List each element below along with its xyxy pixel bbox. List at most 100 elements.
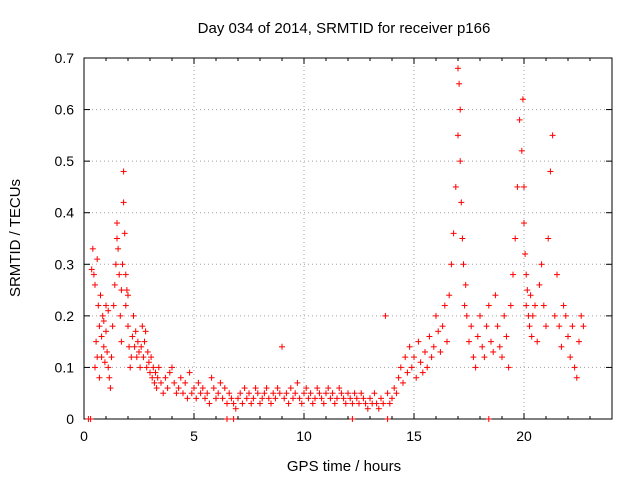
data-point bbox=[175, 385, 182, 392]
data-point bbox=[166, 369, 173, 376]
data-point bbox=[522, 250, 529, 257]
data-point bbox=[316, 390, 323, 397]
data-point bbox=[519, 96, 526, 103]
x-tick-label: 15 bbox=[406, 428, 422, 444]
data-point bbox=[155, 364, 162, 371]
data-point bbox=[569, 323, 576, 330]
grid-lines bbox=[84, 58, 612, 419]
data-point bbox=[305, 395, 312, 402]
data-point bbox=[279, 343, 285, 350]
data-point bbox=[110, 302, 117, 309]
y-axis-title: SRMTID / TECUs bbox=[7, 179, 24, 297]
data-point bbox=[457, 158, 464, 165]
data-point bbox=[239, 400, 246, 407]
data-point bbox=[340, 395, 347, 402]
data-point bbox=[96, 323, 103, 330]
data-point bbox=[325, 385, 332, 392]
data-point bbox=[303, 385, 310, 392]
data-point bbox=[89, 245, 96, 252]
data-point bbox=[149, 374, 156, 381]
x-tick-label: 10 bbox=[296, 428, 312, 444]
data-point bbox=[468, 323, 475, 330]
y-tick-label: 0 bbox=[66, 411, 74, 427]
plot-frame bbox=[83, 57, 613, 420]
data-point bbox=[259, 395, 266, 402]
data-point bbox=[281, 395, 288, 402]
data-point bbox=[358, 390, 365, 397]
data-point bbox=[479, 343, 486, 350]
data-point bbox=[141, 338, 148, 345]
data-point bbox=[276, 390, 283, 397]
data-point bbox=[488, 338, 494, 345]
data-point bbox=[182, 379, 189, 386]
data-point bbox=[129, 333, 136, 340]
data-point bbox=[252, 385, 259, 392]
data-point bbox=[204, 390, 211, 397]
data-point bbox=[285, 400, 292, 407]
data-point bbox=[232, 405, 239, 412]
data-point bbox=[202, 395, 208, 402]
data-point bbox=[184, 395, 191, 402]
data-point bbox=[133, 354, 140, 361]
data-point bbox=[455, 132, 461, 139]
data-point bbox=[567, 354, 574, 361]
data-point bbox=[309, 400, 316, 407]
data-point bbox=[144, 348, 151, 355]
data-point bbox=[437, 348, 444, 355]
data-point bbox=[119, 261, 126, 268]
data-point bbox=[87, 416, 94, 422]
data-point bbox=[422, 348, 428, 355]
data-point bbox=[538, 261, 545, 268]
data-point bbox=[217, 379, 224, 386]
data-point bbox=[160, 390, 167, 397]
data-point bbox=[558, 343, 565, 350]
data-point bbox=[230, 416, 237, 422]
data-point bbox=[206, 400, 213, 407]
data-point bbox=[128, 354, 135, 361]
data-point bbox=[186, 369, 193, 376]
data-point bbox=[549, 132, 556, 139]
data-point bbox=[521, 183, 527, 190]
data-point bbox=[415, 338, 422, 345]
data-point bbox=[356, 400, 362, 407]
data-point bbox=[536, 281, 543, 288]
data-point bbox=[458, 199, 465, 206]
data-point bbox=[481, 354, 488, 361]
data-point bbox=[241, 385, 248, 392]
data-point bbox=[274, 385, 281, 392]
data-point bbox=[137, 364, 144, 371]
data-point bbox=[347, 395, 354, 402]
data-point bbox=[573, 374, 580, 381]
data-point bbox=[505, 364, 512, 371]
data-point bbox=[298, 400, 305, 407]
data-point bbox=[136, 348, 142, 355]
data-point bbox=[565, 333, 571, 340]
data-point bbox=[444, 338, 450, 345]
data-point bbox=[384, 416, 391, 422]
data-point bbox=[545, 235, 552, 242]
data-point bbox=[492, 292, 499, 299]
data-point bbox=[408, 364, 415, 371]
data-point bbox=[230, 400, 237, 407]
data-point bbox=[208, 374, 215, 381]
data-point bbox=[120, 168, 127, 175]
data-point bbox=[554, 271, 560, 278]
data-point bbox=[138, 343, 145, 350]
data-point bbox=[373, 400, 380, 407]
data-point bbox=[485, 302, 492, 309]
data-point bbox=[367, 395, 373, 402]
data-point bbox=[97, 292, 104, 299]
data-point bbox=[219, 395, 226, 402]
data-point bbox=[154, 374, 161, 381]
data-point bbox=[95, 302, 102, 309]
data-point bbox=[507, 302, 514, 309]
data-point bbox=[380, 400, 387, 407]
data-point bbox=[446, 292, 453, 299]
data-point bbox=[477, 312, 483, 319]
data-point bbox=[419, 369, 426, 376]
data-point bbox=[142, 328, 149, 335]
data-point bbox=[100, 318, 107, 325]
data-point bbox=[246, 390, 252, 397]
data-point bbox=[114, 220, 120, 227]
data-point bbox=[345, 390, 351, 397]
